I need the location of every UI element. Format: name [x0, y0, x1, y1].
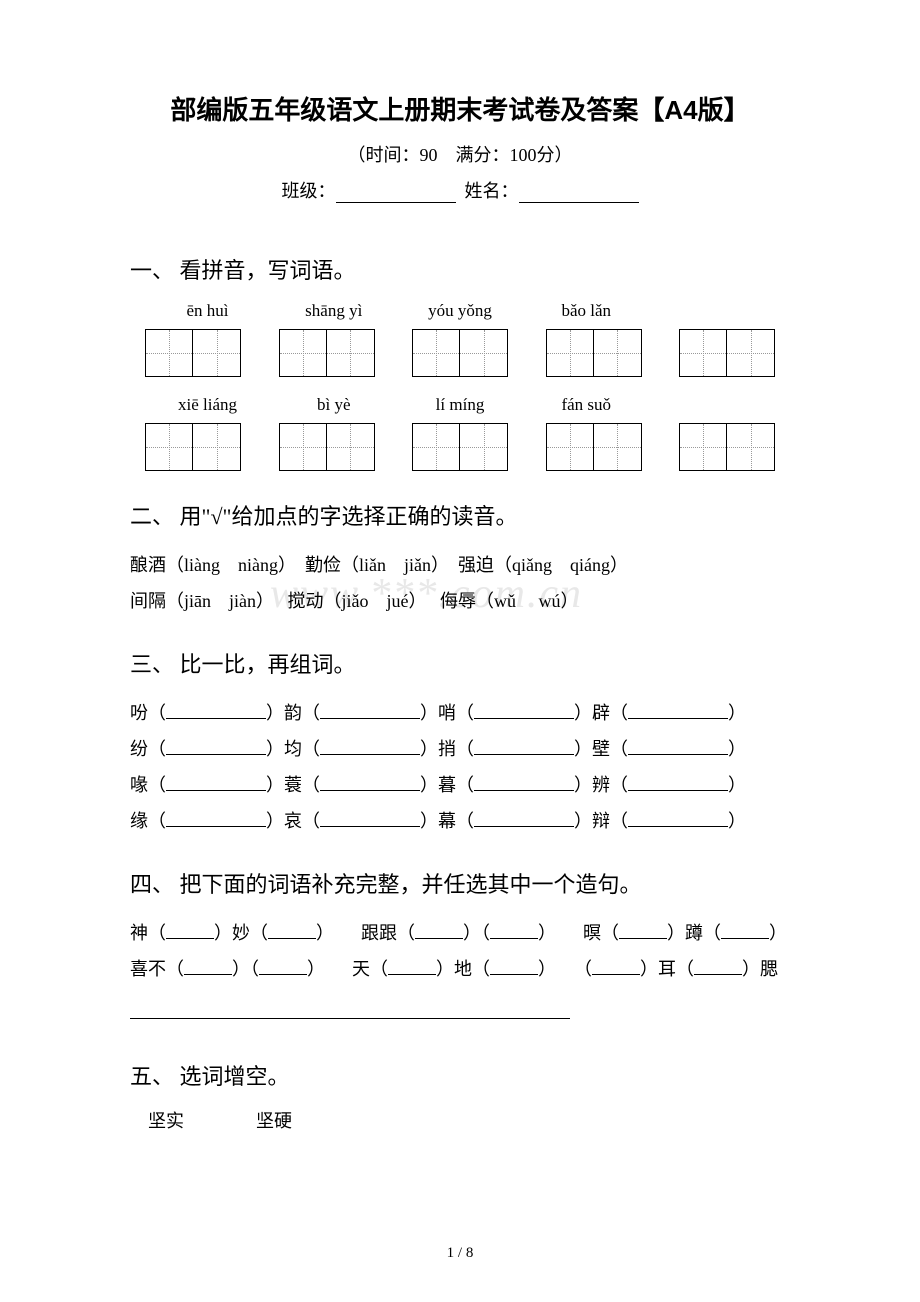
boxes-row-2: [130, 423, 790, 471]
student-info-line: 班级： 姓名：: [130, 177, 790, 203]
section-2-line2: 间隔（jiān jiàn） 搅动（jiǎo jué） 侮辱（wǔ wú）: [130, 583, 790, 619]
char-box-pair[interactable]: [145, 329, 241, 377]
pinyin-label: xiē liáng: [160, 395, 255, 415]
section-5-heading: 五、 选词增空。: [130, 1059, 790, 1091]
char-box-pair[interactable]: [546, 423, 642, 471]
section-3-row-2: 纷（）均（）捎（）壁（）: [130, 731, 790, 767]
pinyin-label: bì yè: [286, 395, 381, 415]
section-4-sentence-blank[interactable]: [130, 995, 790, 1031]
section-3-row-4: 缘（）哀（）幕（）辩（）: [130, 803, 790, 839]
section-4-heading: 四、 把下面的词语补充完整，并任选其中一个造句。: [130, 867, 790, 899]
char-box-pair[interactable]: [679, 423, 775, 471]
pinyin-row-2: xiē liáng bì yè lí míng fán suǒ: [130, 395, 790, 415]
section-2: 二、 用"√"给加点的字选择正确的读音。 酿酒（liàng niàng） 勤俭（…: [130, 499, 790, 619]
section-4-line2: 喜不（）（） 天（）地（） （）耳（）腮: [130, 951, 790, 987]
section-4: 四、 把下面的词语补充完整，并任选其中一个造句。 神（）妙（） 跟跟（）（） 暝…: [130, 867, 790, 1031]
section-3-row-1: 吩（）韵（）哨（）辟（）: [130, 695, 790, 731]
char-box-pair[interactable]: [145, 423, 241, 471]
page-content: 部编版五年级语文上册期末考试卷及答案【A4版】 （时间：90 满分：100分） …: [130, 90, 790, 1133]
char-box-pair[interactable]: [546, 329, 642, 377]
char-box-pair[interactable]: [279, 423, 375, 471]
section-3-row-3: 喙（）蓑（）暮（）辨（）: [130, 767, 790, 803]
spacer: [665, 301, 760, 321]
class-blank[interactable]: [336, 185, 456, 203]
char-box-pair[interactable]: [279, 329, 375, 377]
spacer: [665, 395, 760, 415]
section-3: 三、 比一比，再组词。 吩（）韵（）哨（）辟（） 纷（）均（）捎（）壁（） 喙（…: [130, 647, 790, 839]
pinyin-row-1: ēn huì shāng yì yóu yǒng bǎo lǎn: [130, 301, 790, 321]
section-1: 一、 看拼音，写词语。 ēn huì shāng yì yóu yǒng bǎo…: [130, 253, 790, 471]
pinyin-label: ēn huì: [160, 301, 255, 321]
section-4-line1: 神（）妙（） 跟跟（）（） 暝（）蹲（）: [130, 915, 790, 951]
char-box-pair[interactable]: [412, 329, 508, 377]
class-label: 班级：: [282, 181, 336, 201]
pinyin-label: fán suǒ: [539, 395, 634, 415]
section-2-heading: 二、 用"√"给加点的字选择正确的读音。: [130, 499, 790, 531]
page-number: 1 / 8: [0, 1245, 920, 1262]
name-blank[interactable]: [519, 185, 639, 203]
section-3-heading: 三、 比一比，再组词。: [130, 647, 790, 679]
pinyin-label: shāng yì: [286, 301, 381, 321]
char-box-pair[interactable]: [412, 423, 508, 471]
name-label: 姓名：: [465, 181, 519, 201]
section-1-heading: 一、 看拼音，写词语。: [130, 253, 790, 285]
document-subtitle: （时间：90 满分：100分）: [130, 141, 790, 167]
boxes-row-1: [130, 329, 790, 377]
char-box-pair[interactable]: [679, 329, 775, 377]
section-5-words: 坚实 坚硬: [148, 1107, 790, 1133]
pinyin-label: bǎo lǎn: [539, 301, 634, 321]
pinyin-label: lí míng: [413, 395, 508, 415]
section-5: 五、 选词增空。 坚实 坚硬: [130, 1059, 790, 1133]
pinyin-label: yóu yǒng: [413, 301, 508, 321]
document-title: 部编版五年级语文上册期末考试卷及答案【A4版】: [130, 90, 790, 127]
section-2-line1: 酿酒（liàng niàng） 勤俭（liǎn jiǎn） 强迫（qiǎng q…: [130, 547, 790, 583]
